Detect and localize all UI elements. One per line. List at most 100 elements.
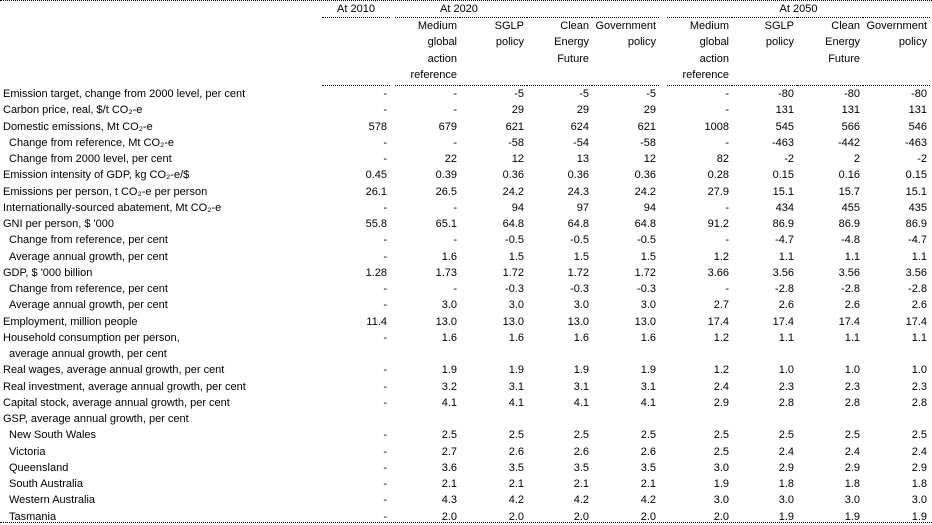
value-cell xyxy=(732,346,797,362)
value-cell: 2.6 xyxy=(844,299,860,312)
value-cell: 22 xyxy=(444,153,457,166)
column-header: SGLP policy xyxy=(494,20,524,49)
value-cell: -80 xyxy=(778,88,794,101)
value-cell: - xyxy=(383,429,387,442)
value-cell: 1.8 xyxy=(911,478,927,491)
row-label: Change from reference, Mt CO₂-e xyxy=(9,136,175,149)
value-cell xyxy=(527,346,592,362)
value-cell: 621 xyxy=(637,120,656,133)
value-cell: 2.4 xyxy=(911,445,927,458)
value-cell: -58 xyxy=(508,136,524,149)
row-label: Victoria xyxy=(9,445,46,458)
value-cell: 4.2 xyxy=(573,494,589,507)
row-label: GSP, average annual growth, per cent xyxy=(3,413,189,426)
table-row: New South Wales - 2.5 2.5 2.5 2.5 2.5 2.5 2.5 2.5 xyxy=(0,427,930,443)
value-cell: -80 xyxy=(911,88,927,101)
row-label: Change from reference, per cent xyxy=(9,283,168,296)
value-cell: 3.6 xyxy=(441,461,457,474)
value-cell xyxy=(592,411,659,427)
value-cell: 4.2 xyxy=(640,494,656,507)
value-cell: 546 xyxy=(908,120,927,133)
value-cell: 131 xyxy=(908,104,927,117)
value-cell: 624 xyxy=(570,120,589,133)
value-cell: 1.1 xyxy=(778,250,794,263)
value-cell: 13.0 xyxy=(634,315,656,328)
value-cell: -463 xyxy=(771,136,794,149)
table-row: GSP, average annual growth, per cent xyxy=(0,411,930,427)
value-cell xyxy=(460,346,527,362)
table-row: Emission target, change from 2000 level,… xyxy=(0,86,930,103)
column-header: Clean Energy Future xyxy=(825,20,860,65)
value-cell: 3.0 xyxy=(508,299,524,312)
column-header: Government policy xyxy=(866,20,927,49)
value-cell: 86.9 xyxy=(772,218,794,231)
value-cell: -80 xyxy=(844,88,860,101)
column-header: SGLP policy xyxy=(764,20,794,49)
value-cell: - xyxy=(453,234,457,247)
value-cell: -58 xyxy=(640,136,656,149)
value-cell: 24.2 xyxy=(634,185,656,198)
table-row: Average annual growth, per cent - 3.0 3.0 3.… xyxy=(0,297,930,313)
value-cell: - xyxy=(453,283,457,296)
value-cell: 86.9 xyxy=(905,218,927,231)
value-cell: 2.8 xyxy=(844,396,860,409)
value-cell: 65.1 xyxy=(435,218,457,231)
table-row: Internationally-sourced abatement, Mt CO… xyxy=(0,200,930,216)
value-cell xyxy=(322,411,390,427)
value-cell: 64.8 xyxy=(634,218,656,231)
value-cell: -2 xyxy=(917,153,927,166)
row-label: GNI per person, $ '000 xyxy=(3,218,114,231)
value-cell: 2.4 xyxy=(844,445,860,458)
value-cell: 0.39 xyxy=(435,169,457,182)
value-cell xyxy=(863,346,930,362)
row-label: South Australia xyxy=(9,478,83,491)
table-row: GNI per person, $ '000 55.8 65.1 64.8 64.8 64… xyxy=(0,216,930,232)
value-cell: 1.6 xyxy=(441,331,457,344)
value-cell: 1.5 xyxy=(640,250,656,263)
value-cell: 2.5 xyxy=(713,429,729,442)
value-cell: 2.0 xyxy=(508,510,524,523)
value-cell: 2.6 xyxy=(640,445,656,458)
value-cell: 455 xyxy=(841,201,860,214)
column-header: Medium global action reference xyxy=(682,20,729,81)
value-cell: 3.1 xyxy=(640,380,656,393)
value-cell: -4.7 xyxy=(775,234,794,247)
value-cell: - xyxy=(383,380,387,393)
value-cell: 3.1 xyxy=(573,380,589,393)
value-cell: - xyxy=(453,136,457,149)
value-cell: 29 xyxy=(576,104,589,117)
value-cell: 2.5 xyxy=(508,429,524,442)
row-label: Household consumption per person, xyxy=(3,331,180,344)
value-cell: 1.9 xyxy=(508,364,524,377)
row-label: Employment, million people xyxy=(3,315,138,328)
value-cell: 3.0 xyxy=(640,299,656,312)
table-row: Real wages, average annual growth, per c… xyxy=(0,362,930,378)
value-cell: 17.4 xyxy=(772,315,794,328)
value-cell: 1.9 xyxy=(911,510,927,523)
value-cell: - xyxy=(453,201,457,214)
value-cell: 97 xyxy=(576,201,589,214)
value-cell: 2.3 xyxy=(844,380,860,393)
value-cell: 2.7 xyxy=(713,299,729,312)
value-cell: 4.1 xyxy=(508,396,524,409)
value-cell: 4.1 xyxy=(640,396,656,409)
value-cell: 3.0 xyxy=(713,494,729,507)
value-cell: 13.0 xyxy=(567,315,589,328)
value-cell: 435 xyxy=(908,201,927,214)
value-cell: 86.9 xyxy=(838,218,860,231)
value-cell: - xyxy=(453,88,457,101)
value-cell: 2.6 xyxy=(573,445,589,458)
value-cell: 3.2 xyxy=(441,380,457,393)
value-cell: 545 xyxy=(775,120,794,133)
header-blank xyxy=(0,1,322,18)
value-cell: 1.72 xyxy=(567,266,589,279)
value-cell: - xyxy=(383,396,387,409)
value-cell xyxy=(732,411,797,427)
row-label: Tasmania xyxy=(9,510,57,523)
value-cell: 15.1 xyxy=(772,185,794,198)
value-cell: 1.1 xyxy=(911,250,927,263)
value-cell: 29 xyxy=(511,104,524,117)
value-cell: 91.2 xyxy=(707,218,729,231)
value-cell: 2.1 xyxy=(640,478,656,491)
